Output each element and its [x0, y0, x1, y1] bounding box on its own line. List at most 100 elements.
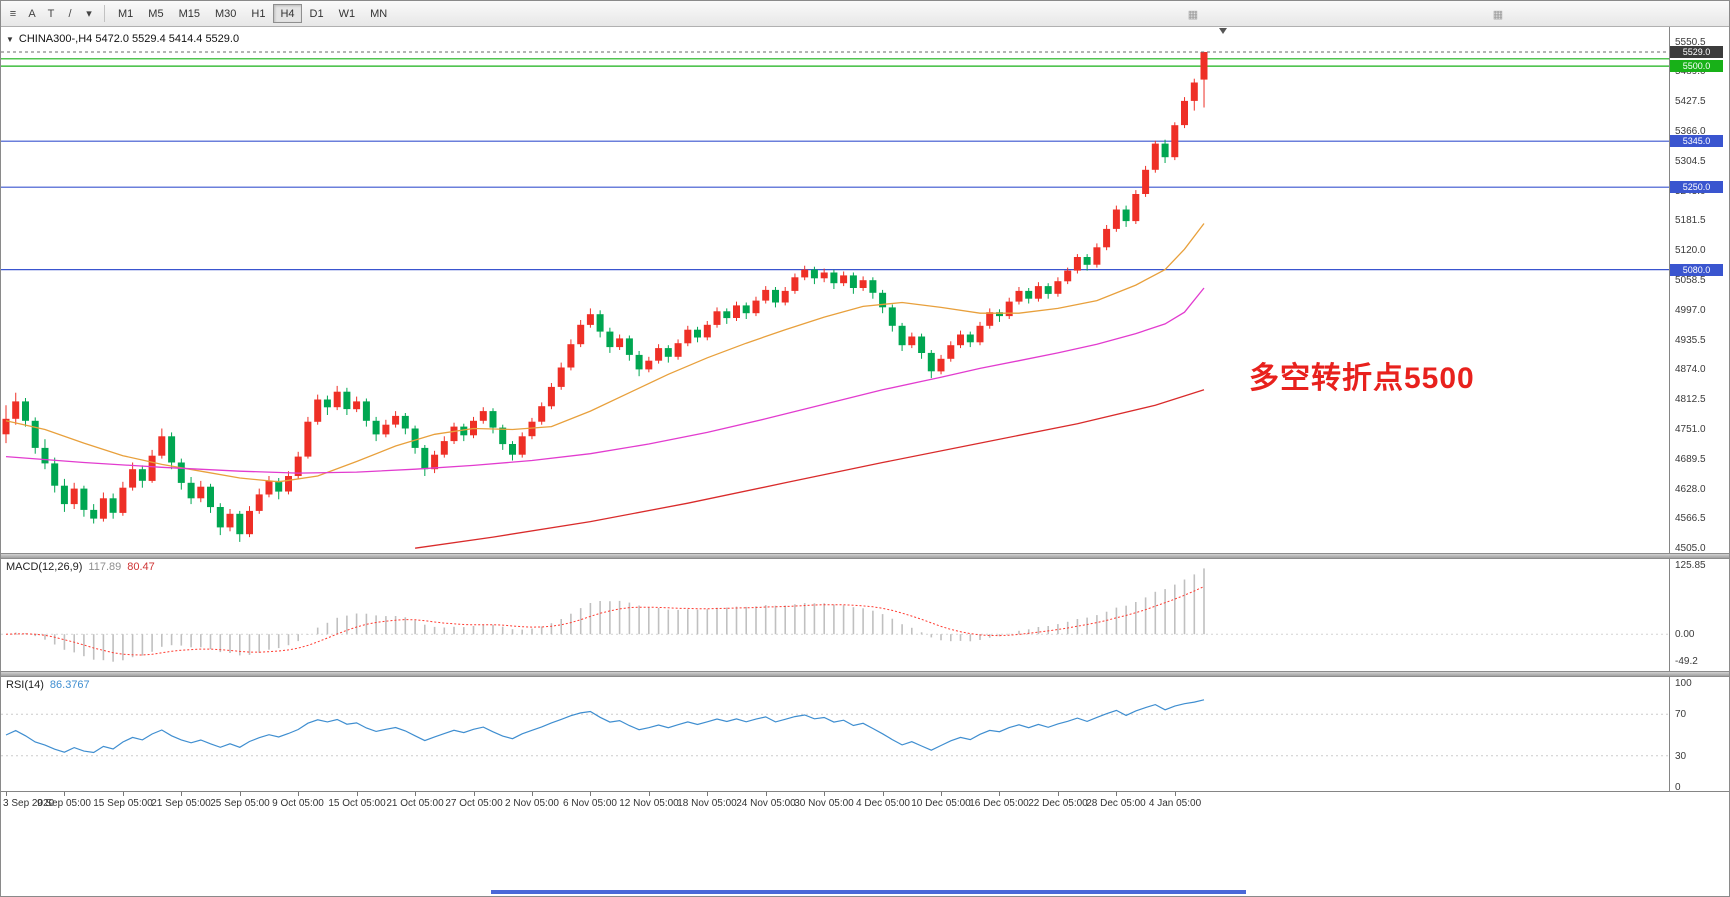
candle-body: [333, 391, 341, 408]
candle-body: [1034, 286, 1042, 299]
candle-body: [596, 314, 604, 332]
macd-axis-label: 0.00: [1675, 629, 1695, 640]
timeframe-button-mn[interactable]: MN: [370, 7, 388, 20]
rsi-line: [5, 699, 1205, 754]
date-tick: [181, 792, 182, 796]
toolbar-grip-icon[interactable]: ≡: [9, 7, 17, 20]
timeframe-button-h4[interactable]: H4: [273, 4, 302, 23]
candle-body: [840, 275, 848, 284]
date-tick: [1058, 792, 1059, 796]
timeframe-button-d1[interactable]: D1: [309, 7, 324, 20]
candle-body: [996, 312, 1003, 317]
timeframe-button-m30[interactable]: M30: [214, 7, 237, 20]
floating-toolbar-icon-2[interactable]: ▦: [1492, 8, 1504, 21]
candle-body: [226, 513, 234, 528]
panel-separator[interactable]: [1, 553, 1729, 559]
chart-annotation-text[interactable]: 多空转折点5500: [1249, 362, 1475, 395]
candle-body: [431, 454, 439, 470]
candlestick-chart[interactable]: [1, 27, 1669, 553]
candle-body: [528, 421, 536, 437]
rsi-chart[interactable]: [1, 677, 1669, 791]
date-tick: [240, 792, 241, 796]
candle-body: [148, 455, 156, 481]
macd-axis-label: 125.85: [1675, 560, 1706, 571]
timeframe-button-m15[interactable]: M15: [178, 7, 200, 20]
date-label: 15 Sep 05:00: [93, 798, 153, 809]
candle-body: [382, 424, 390, 435]
date-tick: [1175, 792, 1176, 796]
candle-body: [898, 325, 906, 346]
panel-separator[interactable]: [1, 671, 1729, 677]
price-axis[interactable]: 5550.55489.05427.55366.05304.55243.05181…: [1669, 27, 1729, 554]
candle-body: [236, 513, 244, 535]
macd-chart[interactable]: [1, 559, 1669, 671]
candle-body: [265, 480, 273, 495]
macd-main-value: 117.89: [88, 561, 122, 573]
candle-body: [509, 444, 516, 455]
candle-body: [635, 354, 643, 370]
candle-body: [937, 358, 945, 372]
date-label: 21 Oct 05:00: [386, 798, 444, 809]
price-axis-label: 4935.5: [1675, 335, 1706, 346]
date-tick: [649, 792, 650, 796]
date-label: 2 Nov 05:00: [505, 798, 559, 809]
horizontal-scrollbar-th[interactable]: [491, 890, 1246, 894]
date-tick: [64, 792, 65, 796]
candle-body: [957, 334, 964, 346]
price-tag-5529.0: 5529.0: [1670, 46, 1723, 58]
candle-body: [1015, 290, 1023, 302]
ma-slow-red: [415, 389, 1205, 549]
price-axis-label: 4751.0: [1675, 424, 1706, 435]
arrow-tool-button[interactable]: A: [28, 7, 36, 20]
chart-shift-marker-icon[interactable]: [1219, 28, 1227, 34]
candle-body: [129, 469, 137, 488]
candle-body: [625, 338, 633, 355]
candle-body: [401, 415, 409, 429]
candle-body: [713, 311, 721, 325]
candle-body: [70, 488, 78, 505]
candle-body: [859, 280, 867, 288]
candle-body: [538, 406, 546, 422]
candle-body: [2, 418, 10, 435]
price-tag-5250.0: 5250.0: [1670, 181, 1723, 193]
candle-body: [733, 305, 740, 318]
trendline-tool-button[interactable]: /: [68, 7, 72, 20]
candle-body: [168, 436, 176, 463]
candle-body: [655, 348, 663, 361]
price-axis-label: 4874.0: [1675, 364, 1706, 375]
candle-body: [450, 426, 458, 442]
date-tick: [6, 792, 7, 796]
text-tool-button[interactable]: T: [47, 7, 55, 20]
macd-axis: 125.85 0.00 -49.2: [1669, 559, 1729, 671]
candle-body: [90, 509, 98, 519]
date-label: 22 Dec 05:00: [1028, 798, 1088, 809]
date-label: 18 Nov 05:00: [677, 798, 737, 809]
macd-signal-value: 80.47: [127, 561, 155, 573]
date-tick: [1116, 792, 1117, 796]
price-axis-label: 4566.5: [1675, 513, 1706, 524]
date-label: 10 Dec 05:00: [911, 798, 971, 809]
macd-label: MACD(12,26,9) 117.89 80.47: [6, 561, 155, 573]
timeframe-button-m5[interactable]: M5: [148, 7, 164, 20]
candle-body: [479, 411, 487, 421]
candle-body: [1171, 125, 1179, 158]
symbol-collapse-icon[interactable]: ▼: [6, 34, 14, 44]
timeframe-button-h1[interactable]: H1: [251, 7, 266, 20]
candle-body: [1161, 143, 1169, 158]
macd-name: MACD(12,26,9): [6, 561, 83, 573]
candle-body: [489, 411, 497, 428]
candle-body: [616, 338, 624, 348]
time-axis[interactable]: 3 Sep 2020 9 Sep 05:00 15 Sep 05:00 21 Sep …: [1, 791, 1729, 813]
tools-dropdown-icon[interactable]: ▾: [86, 8, 92, 20]
timeframe-button-w1[interactable]: W1: [338, 7, 356, 20]
candle-body: [12, 401, 20, 419]
candle-body: [216, 507, 224, 528]
candle-body: [119, 487, 127, 513]
candle-body: [207, 486, 214, 508]
symbol-info-bar: ▼ CHINA300-,H4 5472.0 5529.4 5414.4 5529…: [6, 33, 239, 45]
toolbar-separator: [104, 5, 105, 22]
timeframe-button-m1[interactable]: M1: [118, 7, 134, 20]
floating-toolbar-icon-1[interactable]: ▦: [1187, 8, 1199, 21]
price-axis-label: 4689.5: [1675, 454, 1706, 465]
